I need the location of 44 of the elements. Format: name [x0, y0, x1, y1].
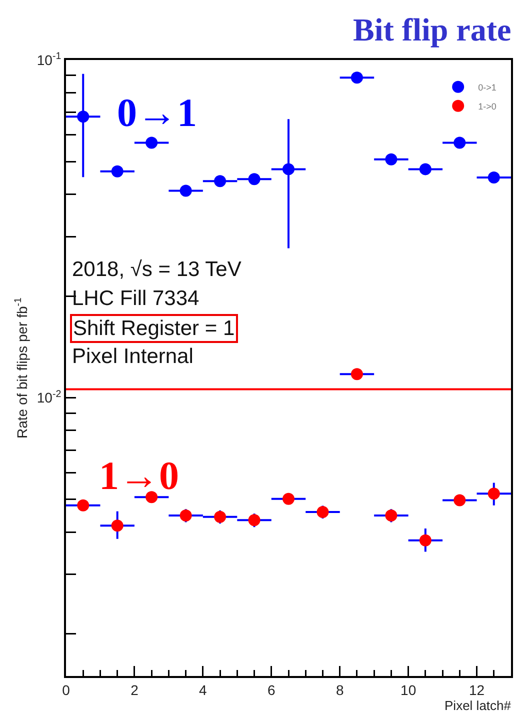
point [488, 488, 500, 500]
point [180, 184, 192, 197]
x-tick-label: 8 [336, 682, 344, 698]
point [282, 492, 294, 505]
y-tick-label: 10$^{-1}$ [36, 51, 62, 68]
point [180, 510, 192, 522]
point [248, 514, 260, 526]
annotation: LHC Fill 7334 [72, 287, 200, 310]
point [146, 136, 158, 149]
point [214, 175, 226, 188]
x-tick-label: 12 [468, 682, 485, 698]
point [146, 491, 158, 504]
point [77, 110, 90, 123]
point [488, 171, 500, 184]
x-axis-title: Pixel latch# [444, 698, 512, 713]
annotation: Pixel Internal [72, 345, 194, 368]
legend-label: 0->1 [478, 82, 496, 92]
annotation: Shift Register = 1 [73, 317, 235, 340]
point [316, 506, 329, 518]
point [111, 165, 124, 178]
x-tick-label: 4 [199, 682, 208, 698]
y-tick-label: 10$^{-2}$ [36, 388, 62, 406]
point [419, 163, 432, 176]
point [282, 163, 294, 176]
point [111, 520, 124, 532]
point [77, 499, 90, 512]
point [350, 368, 363, 380]
point [214, 510, 226, 523]
point [454, 136, 466, 149]
point [248, 173, 260, 186]
point [419, 534, 432, 546]
annotation: 1→0 [99, 453, 179, 498]
point [454, 494, 466, 506]
point [385, 153, 398, 166]
legend-label: 1->0 [478, 101, 496, 112]
x-tick-label: 2 [130, 682, 139, 698]
annotation: 2018, √s = 13 TeV [72, 258, 242, 281]
x-tick-label: 10 [400, 682, 416, 698]
x-tick-label: 0 [62, 682, 70, 698]
chart-title: Bit flip rate [353, 12, 512, 48]
point [350, 72, 363, 84]
point [385, 510, 398, 522]
annotation: 0→1 [117, 90, 197, 135]
x-tick-label: 6 [267, 682, 276, 698]
